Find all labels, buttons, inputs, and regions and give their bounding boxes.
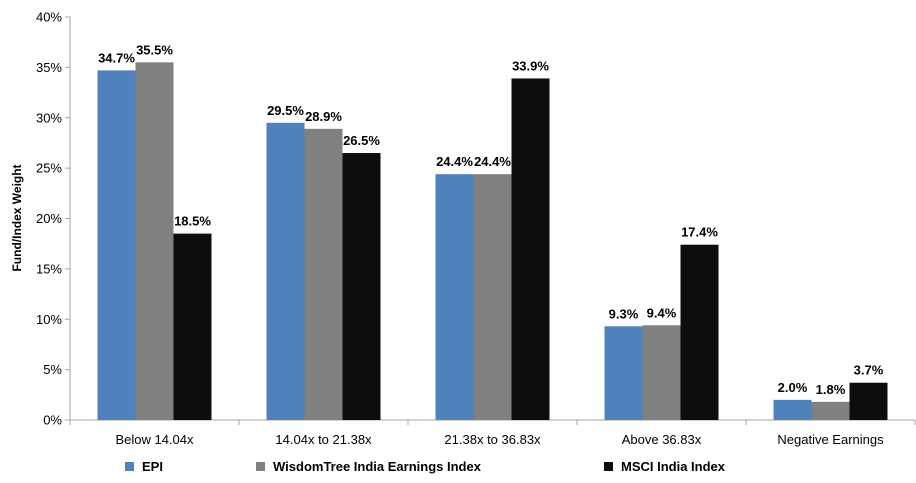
bar (811, 401, 850, 420)
data-label: 34.7% (98, 50, 135, 65)
bar (173, 233, 212, 420)
x-category-label: Below 14.04x (115, 432, 194, 447)
data-labels: 34.7%35.5% 18.5% 29.5% 28.9%26.5% 24.4% 24.4%… (98, 42, 884, 397)
bar (342, 153, 381, 420)
bars (97, 62, 888, 421)
bar (473, 174, 512, 420)
bar (135, 62, 174, 421)
bar (435, 174, 474, 420)
legend-label: EPI (142, 459, 163, 474)
data-label: 1.8% (816, 382, 846, 397)
y-tick-label: 30% (36, 110, 62, 125)
x-category-label: Above 36.83x (622, 432, 702, 447)
data-label: 33.9% (512, 58, 549, 73)
x-category-label: 14.04x to 21.38x (275, 432, 372, 447)
legend-swatch (256, 462, 265, 471)
bar (642, 325, 681, 420)
category-labels: Below 14.04x 14.04x to 21.38x 21.38x to 36… (115, 432, 884, 447)
data-label: 9.3% (609, 306, 639, 321)
y-tick-label: 10% (36, 312, 62, 327)
y-tick-label: 25% (36, 161, 62, 176)
bar (511, 78, 550, 421)
bar (97, 70, 136, 421)
y-tick-label: 40% (36, 10, 62, 25)
bar (773, 399, 812, 420)
x-category-label: Negative Earnings (777, 432, 884, 447)
y-tick-label: 5% (43, 362, 62, 377)
legend-swatch (604, 462, 613, 471)
y-axis-label: Fund/Index Weight (10, 164, 24, 271)
legend-label: WisdomTree India Earnings Index (273, 459, 482, 474)
bar (604, 326, 643, 420)
data-label: 26.5% (343, 133, 380, 148)
y-tick-label: 15% (36, 261, 62, 276)
bar (849, 382, 888, 420)
y-tick-label: 35% (36, 60, 62, 75)
y-tick-label: 20% (36, 211, 62, 226)
x-category-label: 21.38x to 36.83x (444, 432, 541, 447)
legend: EPI WisdomTree India Earnings Index MSCI I… (125, 459, 726, 474)
x-axis-ticks (69, 420, 916, 425)
data-label: 3.7% (854, 363, 884, 378)
data-label: 28.9% (305, 109, 342, 124)
legend-label: MSCI India Index (621, 459, 726, 474)
data-label: 2.0% (778, 380, 808, 395)
bar (680, 244, 719, 420)
data-label: 35.5% (136, 42, 173, 57)
data-label: 29.5% (267, 103, 304, 118)
bar (266, 122, 305, 420)
data-label: 24.4% (474, 154, 511, 169)
y-tick-label: 0% (43, 413, 62, 428)
legend-swatch (125, 462, 134, 471)
data-label: 9.4% (647, 305, 677, 320)
bar (304, 128, 343, 420)
data-label: 17.4% (681, 225, 718, 240)
data-label: 24.4% (436, 154, 473, 169)
y-axis-ticks: 0% 5% 10% 15% 20% 25% 30% 35% 40% (36, 10, 70, 428)
data-label: 18.5% (174, 214, 211, 229)
